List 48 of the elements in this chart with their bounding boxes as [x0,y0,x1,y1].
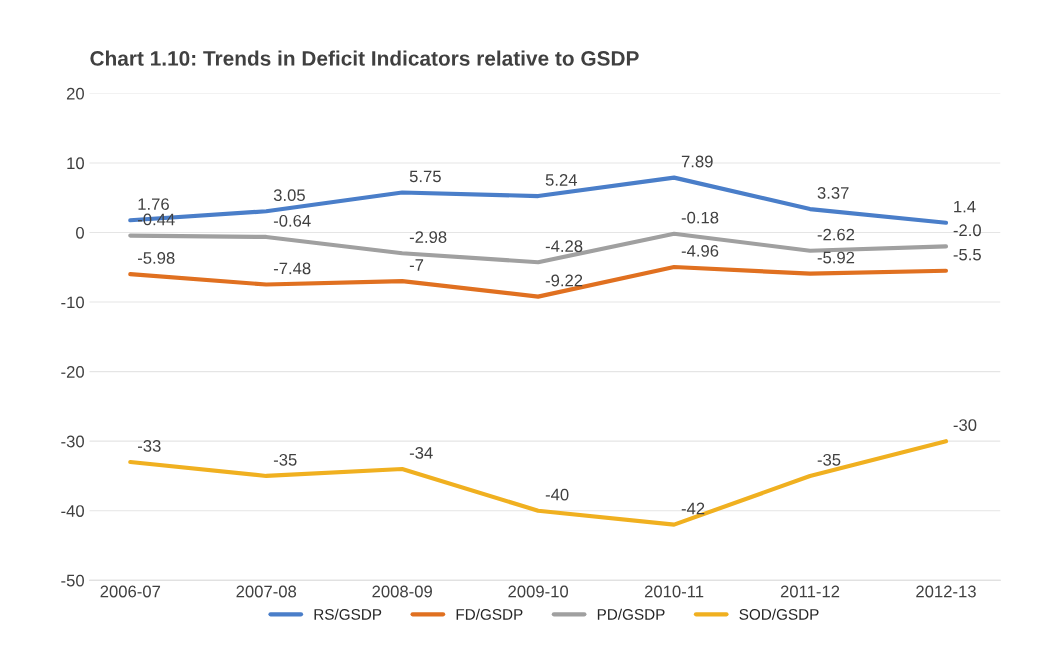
data-label: 7.89 [681,155,713,168]
data-label: -33 [137,440,161,452]
data-label: -35 [273,453,297,466]
legend-label: FD/GSDP [456,608,523,620]
data-label: 5.24 [545,174,578,186]
data-label: -4.28 [545,240,583,253]
x-tick-label: 2012-13 [916,585,976,598]
x-tick-label: 2010-11 [644,585,704,598]
legend-label: PD/GSDP [597,608,665,620]
data-label: -2.62 [817,228,855,241]
x-tick-label: 2008-09 [372,585,432,598]
data-label: 1.4 [954,200,976,213]
data-label: -30 [953,419,977,431]
y-tick-label: -10 [61,296,84,309]
data-label: 3.37 [817,187,849,199]
y-tick-label: -20 [61,366,84,378]
y-tick-label: 0 [76,226,84,239]
x-tick-label: 2007-08 [236,585,297,598]
data-label: -35 [817,453,841,466]
data-label: -7 [409,259,424,271]
data-label: 3.05 [273,189,305,202]
legend-label: SOD/GSDP [739,608,819,620]
y-tick-label: 10 [67,157,84,170]
x-tick-label: 2009-10 [508,585,569,598]
data-label: -0.18 [681,211,719,224]
y-tick-label: -50 [61,574,84,587]
y-tick-label: -40 [61,505,84,517]
line-series [128,439,949,527]
data-label: -42 [681,502,705,515]
data-label: -34 [409,446,433,459]
chart-title: Chart 1.10: Trends in Deficit Indicators relative to GSDP [90,50,639,66]
y-tick-label: 20 [66,87,84,100]
data-label: -5.5 [953,248,981,261]
x-tick-label: 2011-12 [780,585,840,598]
data-label: -40 [545,488,569,501]
data-label: 1.76 [138,198,169,211]
data-label: -2.98 [409,231,447,243]
data-label: -0.64 [273,214,311,227]
data-label: 5.75 [409,170,441,183]
data-label: -4.96 [681,244,719,257]
data-label: -9.22 [545,274,583,287]
y-tick-label: -30 [61,435,84,448]
data-label: -7.48 [273,262,311,275]
data-label: -5.98 [137,252,175,264]
data-label: -2.0 [953,224,981,237]
data-label: -5.92 [817,251,855,264]
x-tick-label: 2006-07 [100,585,161,598]
legend-label: RS/GSDP [314,608,382,620]
